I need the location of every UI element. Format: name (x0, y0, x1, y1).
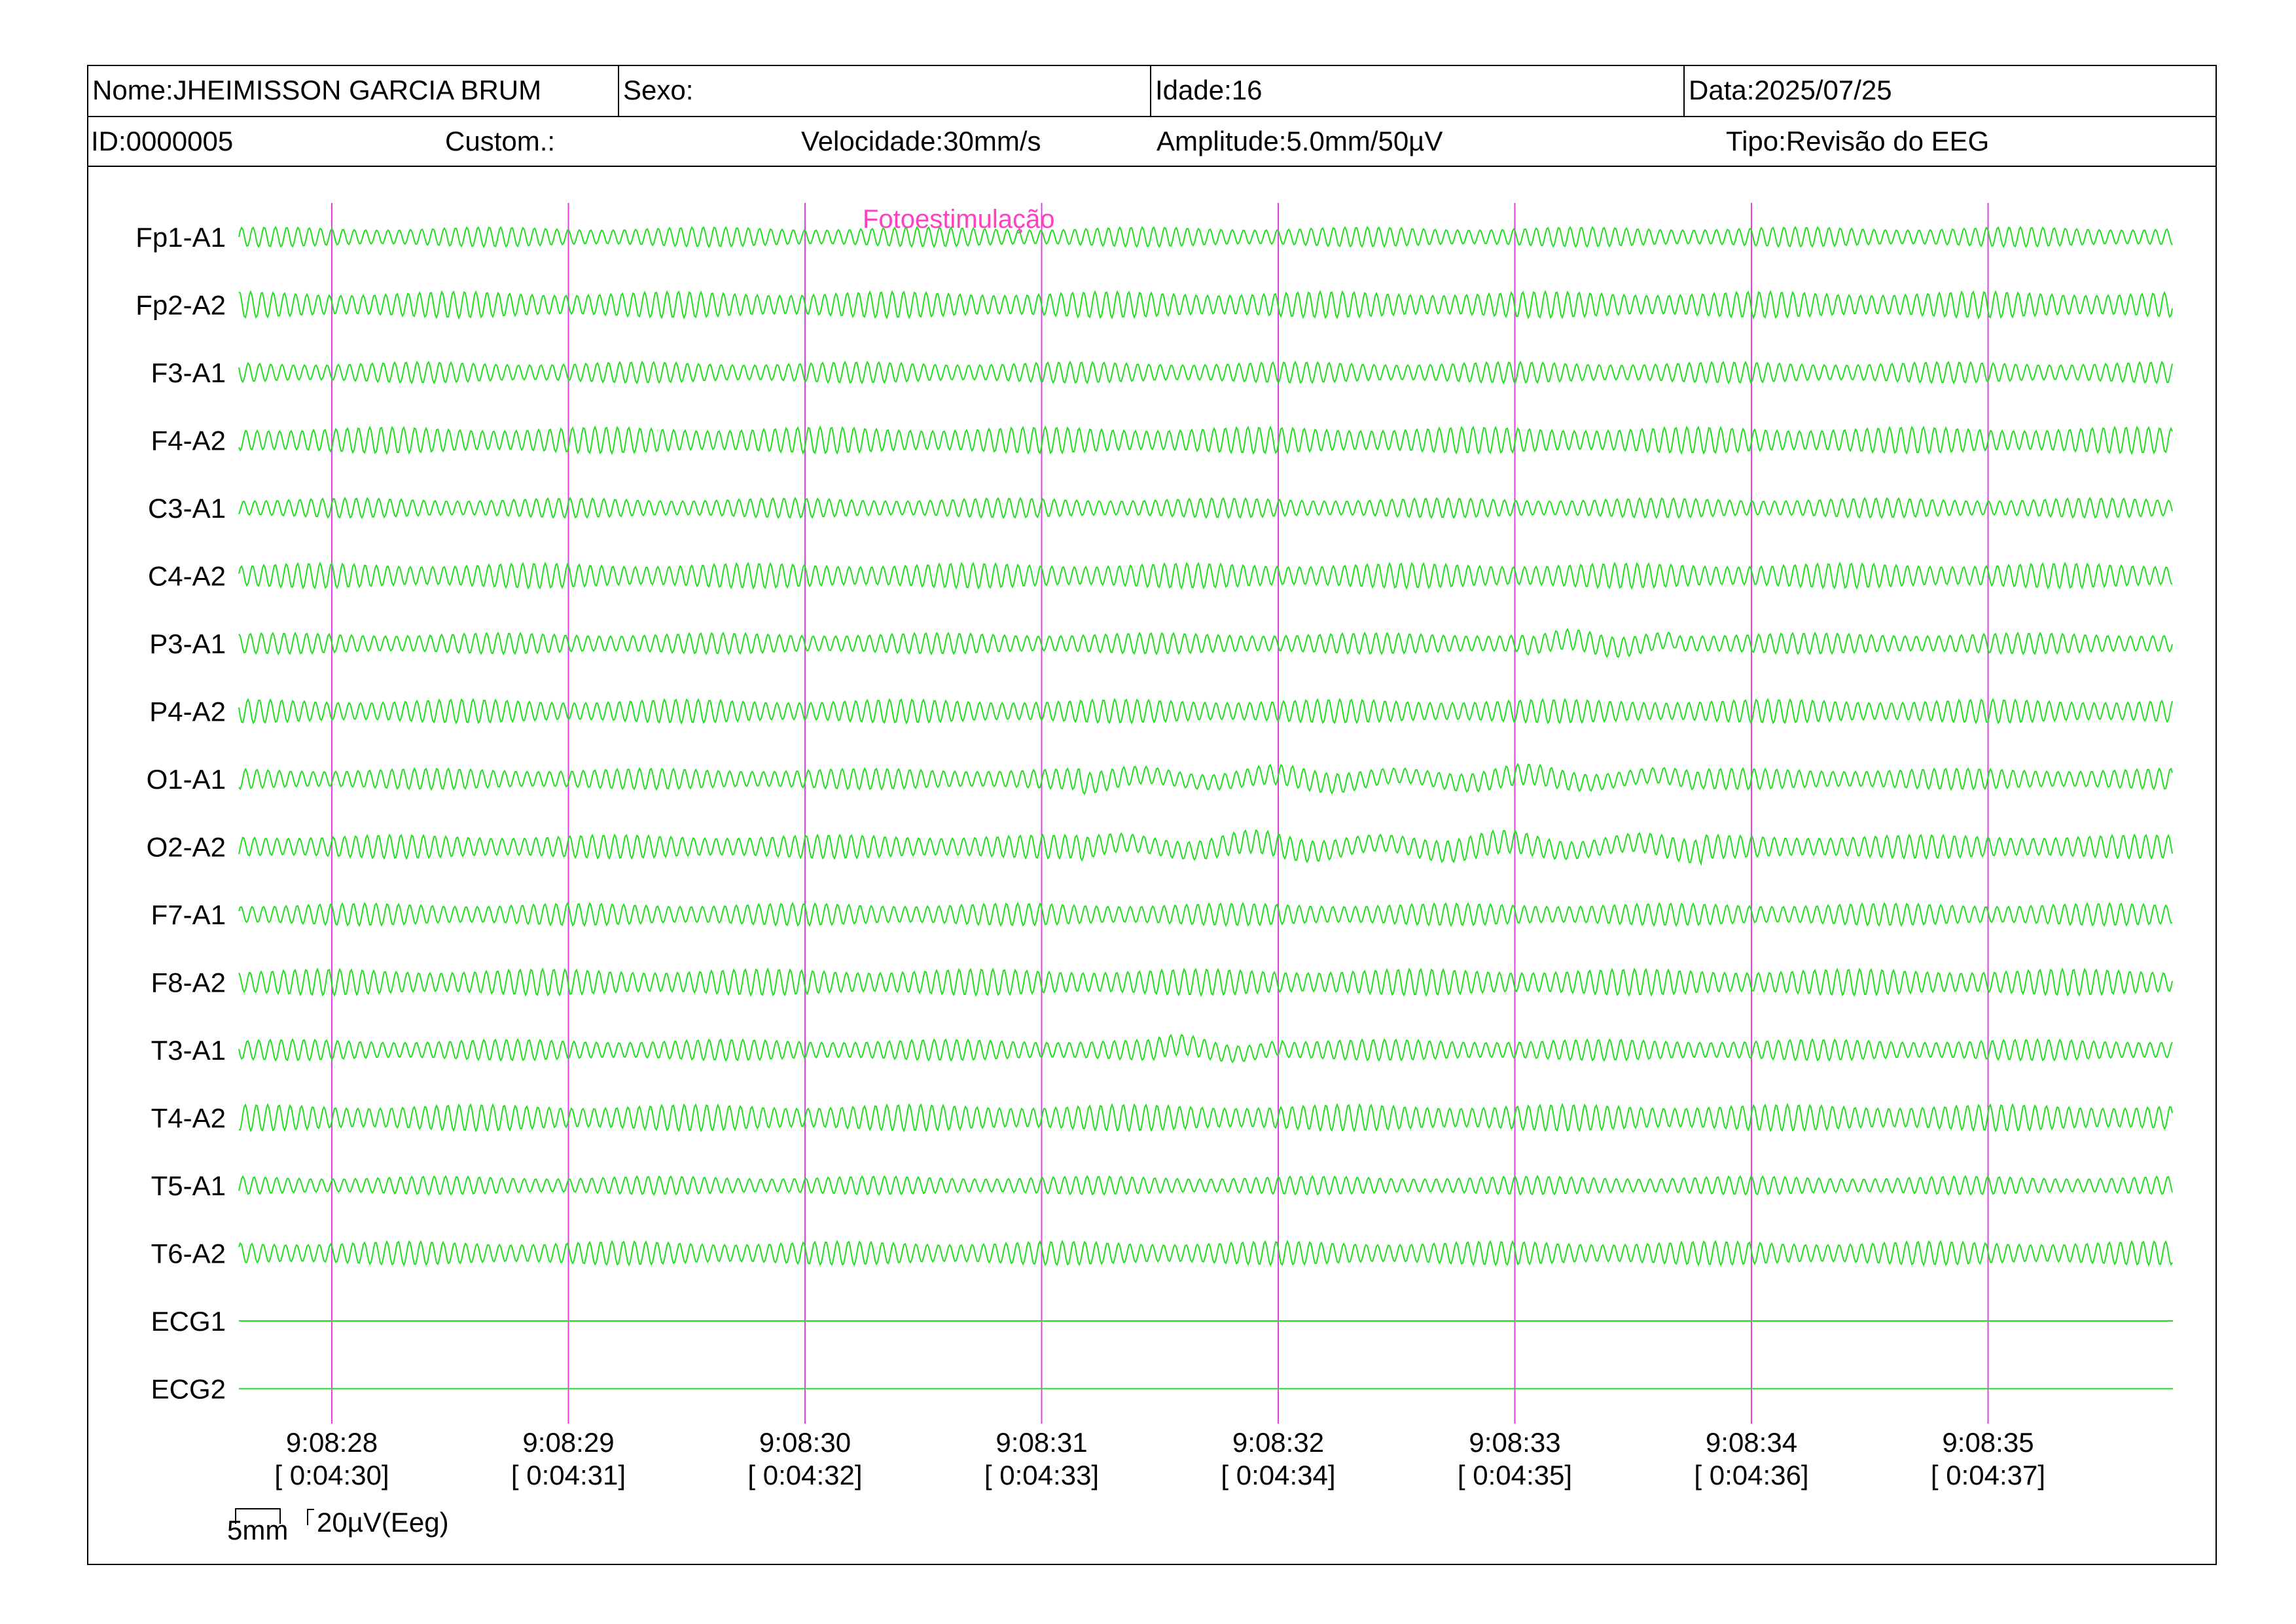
eeg-channel-trace (238, 425, 2173, 456)
eeg-channel-trace (238, 1174, 2173, 1197)
channel-label: O1-A1 (147, 764, 226, 795)
eeg-channel-trace (238, 763, 2173, 795)
channel-label: Fp2-A2 (135, 290, 226, 321)
time-clock-label: 9:08:34 (1706, 1427, 1797, 1458)
channel-label: P4-A2 (149, 696, 226, 727)
patient-header-row: Nome:JHEIMISSON GARCIA BRUM Sexo: Idade:… (88, 66, 2215, 117)
photostimulation-annotation: Fotoestimulação (863, 205, 1054, 234)
amp-scale-label: 20µV(Eeg) (317, 1507, 449, 1538)
time-elapsed-label: [ 0:04:32] (747, 1460, 862, 1490)
patient-name: Nome:JHEIMISSON GARCIA BRUM (88, 66, 619, 116)
time-elapsed-label: [ 0:04:37] (1931, 1460, 2045, 1490)
eeg-channel-trace (238, 1102, 2173, 1133)
time-clock-label: 9:08:28 (286, 1427, 378, 1458)
channel-label: ECG2 (151, 1374, 226, 1405)
channel-label: ECG1 (151, 1306, 226, 1337)
channel-label: T3-A1 (151, 1035, 226, 1066)
time-scale-bracket (235, 1508, 281, 1524)
eeg-channel-trace (238, 225, 2173, 249)
time-clock-label: 9:08:31 (996, 1427, 1087, 1458)
eeg-channel-trace (238, 901, 2173, 928)
time-scale-label: 5mm (227, 1515, 288, 1545)
channel-label: Fp1-A1 (135, 222, 226, 253)
channel-label: P3-A1 (149, 628, 226, 659)
channel-label: C3-A1 (148, 493, 226, 524)
eeg-channel-trace (238, 829, 2173, 867)
channel-label: O2-A2 (147, 832, 226, 863)
channel-label: F7-A1 (151, 899, 226, 930)
record-date: Data:2025/07/25 (1689, 75, 1892, 105)
amp-scale-bracket (307, 1509, 314, 1525)
time-marker-lines (331, 203, 1989, 1424)
channel-label: F3-A1 (151, 357, 226, 388)
eeg-channel-trace (238, 561, 2173, 590)
eeg-channel-trace (238, 360, 2173, 385)
review-type: Tipo:Revisão do EEG (1726, 126, 1990, 156)
channel-labels: Fp1-A1 Fp2-A2 F3-A1 F4-A2 C3-A1 C4-A2 P3-A1 P4-… (135, 222, 226, 1405)
channel-label: F8-A2 (151, 967, 226, 998)
channel-label: T6-A2 (151, 1238, 226, 1269)
time-clock-label: 9:08:32 (1232, 1427, 1324, 1458)
patient-id: ID:0000005 (91, 126, 234, 156)
eeg-channel-trace (238, 698, 2173, 725)
eeg-waveforms (238, 225, 2173, 1390)
recording-header-row: ID:0000005 Custom.: Velocidade:30mm/s Am… (88, 117, 2215, 167)
time-elapsed-label: [ 0:04:30] (274, 1460, 389, 1490)
time-elapsed-label: [ 0:04:33] (984, 1460, 1099, 1490)
speed-setting: Velocidade:30mm/s (801, 126, 1041, 156)
eeg-channel-trace (238, 496, 2173, 520)
eeg-report-sheet: Nome:JHEIMISSON GARCIA BRUM Sexo: Idade:… (87, 65, 2217, 1565)
custom-field: Custom.: (445, 126, 556, 156)
time-clock-label: 9:08:33 (1469, 1427, 1560, 1458)
time-axis: 9:08:28[ 0:04:30] 9:08:29[ 0:04:31] 9:08:3… (274, 1427, 2045, 1490)
eeg-channel-trace (238, 1034, 2173, 1064)
eeg-channel-trace (238, 967, 2173, 998)
patient-age: Idade:16 (1151, 66, 1685, 116)
amplitude-setting: Amplitude:5.0mm/50µV (1157, 126, 1443, 156)
scale-bar: 5mm 20µV(Eeg) (227, 1507, 449, 1545)
eeg-channel-trace (238, 1239, 2173, 1267)
time-elapsed-label: [ 0:04:34] (1221, 1460, 1335, 1490)
time-clock-label: 9:08:30 (759, 1427, 851, 1458)
time-clock-label: 9:08:35 (1942, 1427, 2034, 1458)
channel-label: T5-A1 (151, 1170, 226, 1201)
time-elapsed-label: [ 0:04:35] (1458, 1460, 1572, 1490)
channel-label: C4-A2 (148, 561, 226, 592)
time-elapsed-label: [ 0:04:31] (511, 1460, 626, 1490)
channel-label: F4-A2 (151, 425, 226, 456)
eeg-channel-trace (238, 628, 2173, 659)
channel-label: T4-A2 (151, 1103, 226, 1134)
time-clock-label: 9:08:29 (522, 1427, 614, 1458)
patient-sex: Sexo: (619, 66, 1151, 116)
eeg-channel-trace (238, 289, 2173, 320)
time-elapsed-label: [ 0:04:36] (1694, 1460, 1808, 1490)
